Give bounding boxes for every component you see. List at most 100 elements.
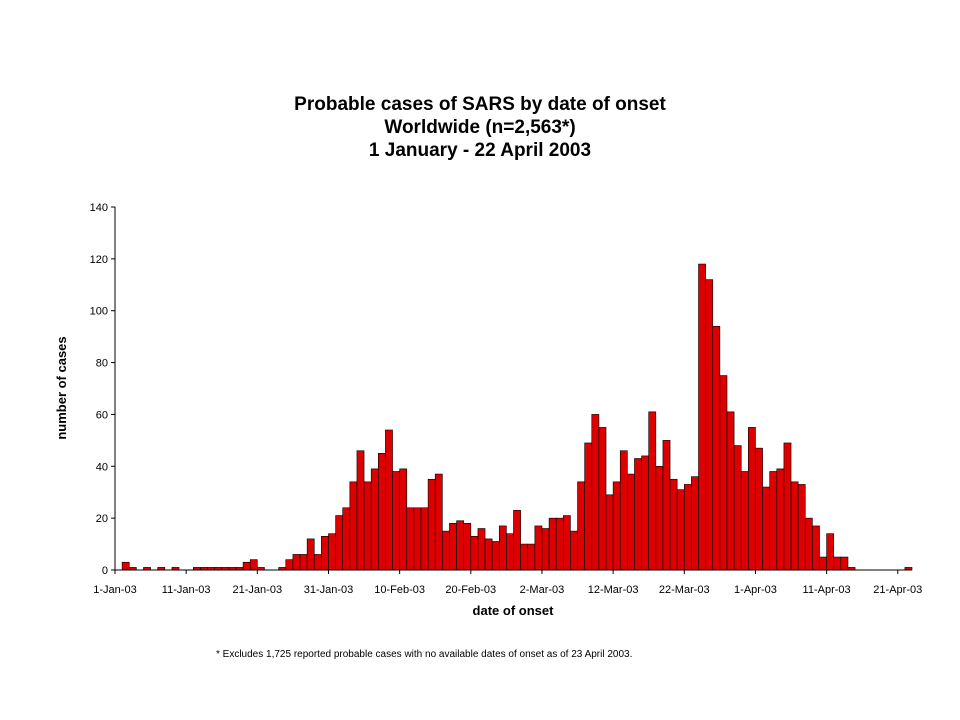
bar — [833, 556, 842, 571]
bar — [570, 530, 578, 571]
bar — [769, 471, 778, 571]
bar — [662, 440, 671, 571]
bar — [406, 507, 415, 571]
bar — [790, 481, 799, 571]
bar — [712, 325, 721, 571]
x-axis-title: date of onset — [473, 603, 555, 618]
bar — [434, 473, 443, 571]
x-tick-label: 12-Mar-03 — [588, 584, 639, 596]
bar — [776, 468, 785, 571]
bar — [648, 411, 657, 571]
bar — [506, 533, 514, 571]
bar — [356, 450, 365, 571]
bar — [598, 427, 607, 571]
bar — [819, 556, 827, 571]
bar — [691, 476, 699, 571]
bar — [669, 478, 678, 571]
bar — [733, 445, 742, 571]
bar — [484, 538, 493, 571]
bar — [634, 458, 642, 571]
bar — [826, 533, 835, 571]
bar — [740, 471, 749, 571]
bar — [812, 525, 820, 571]
bar — [605, 494, 614, 571]
bar — [719, 375, 728, 571]
bar — [534, 525, 543, 571]
bar — [548, 517, 557, 571]
bar — [705, 279, 714, 571]
bar — [306, 538, 315, 571]
chart-title: Probable cases of SARS by date of onset — [294, 94, 666, 115]
x-tick-label: 1-Jan-03 — [93, 584, 136, 596]
bar — [612, 481, 621, 571]
x-tick-label: 22-Mar-03 — [659, 584, 710, 596]
x-tick-label: 20-Feb-03 — [445, 584, 496, 596]
y-tick-label: 140 — [90, 202, 108, 214]
bar — [377, 453, 386, 571]
bar — [563, 515, 571, 571]
bar — [413, 507, 422, 571]
bar — [655, 465, 664, 571]
bar — [463, 523, 472, 571]
bar — [527, 543, 536, 571]
bar — [385, 429, 393, 571]
bar — [321, 535, 329, 571]
bar — [470, 535, 479, 571]
bar — [676, 489, 685, 571]
bar — [577, 481, 585, 571]
bar — [349, 481, 358, 571]
bar — [498, 525, 507, 571]
bar — [641, 455, 650, 571]
x-tick-label: 11-Apr-03 — [803, 584, 851, 596]
bar — [342, 507, 351, 571]
bar — [783, 442, 792, 571]
y-tick-label: 120 — [90, 254, 108, 266]
bar — [491, 541, 500, 571]
bar — [449, 523, 457, 571]
bar — [513, 510, 521, 571]
y-tick-label: 40 — [96, 461, 108, 473]
bar — [335, 515, 344, 571]
y-axis-title: number of cases — [54, 336, 69, 439]
chart-title-block: Probable cases of SARS by date of onset … — [0, 93, 960, 162]
bar — [619, 450, 628, 571]
bar — [370, 468, 379, 571]
bar — [755, 447, 763, 571]
bar — [121, 561, 130, 571]
y-tick-label: 0 — [102, 565, 108, 577]
y-tick-label: 80 — [96, 358, 108, 370]
bar — [477, 528, 486, 571]
bar — [242, 561, 251, 571]
bar — [399, 468, 408, 571]
bar — [420, 507, 429, 571]
bar — [299, 554, 308, 571]
bar — [249, 559, 258, 571]
x-tick-label: 10-Feb-03 — [374, 584, 425, 596]
bar — [748, 427, 756, 571]
axes-group: 0 20 40 60 80 100 120 140 1-Jan-03 11-Jan-03 21-Ja… — [90, 202, 923, 596]
bar — [683, 484, 692, 571]
bar — [392, 471, 400, 571]
x-tick-label: 21-Apr-03 — [873, 584, 922, 596]
bar — [285, 559, 294, 571]
bar — [520, 543, 529, 571]
bar — [804, 517, 813, 571]
x-tick-label: 2-Mar-03 — [520, 584, 565, 596]
bar — [456, 520, 464, 571]
bar — [328, 533, 336, 571]
bar — [762, 486, 770, 571]
bar — [541, 528, 550, 571]
x-tick-label: 31-Jan-03 — [304, 584, 354, 596]
chart-subtitle-2: 1 January - 22 April 2003 — [368, 140, 592, 161]
y-tick-label: 100 — [90, 306, 108, 318]
chart-subtitle-1: Worldwide (n=2,563*) — [384, 117, 576, 138]
x-tick-label: 21-Jan-03 — [233, 584, 283, 596]
bar — [442, 530, 450, 571]
bar — [726, 411, 735, 571]
bar — [591, 414, 600, 571]
bar — [797, 484, 806, 571]
bars-group — [121, 263, 913, 571]
bar — [584, 442, 593, 571]
footnote: * Excludes 1,725 reported probable cases… — [216, 649, 633, 660]
